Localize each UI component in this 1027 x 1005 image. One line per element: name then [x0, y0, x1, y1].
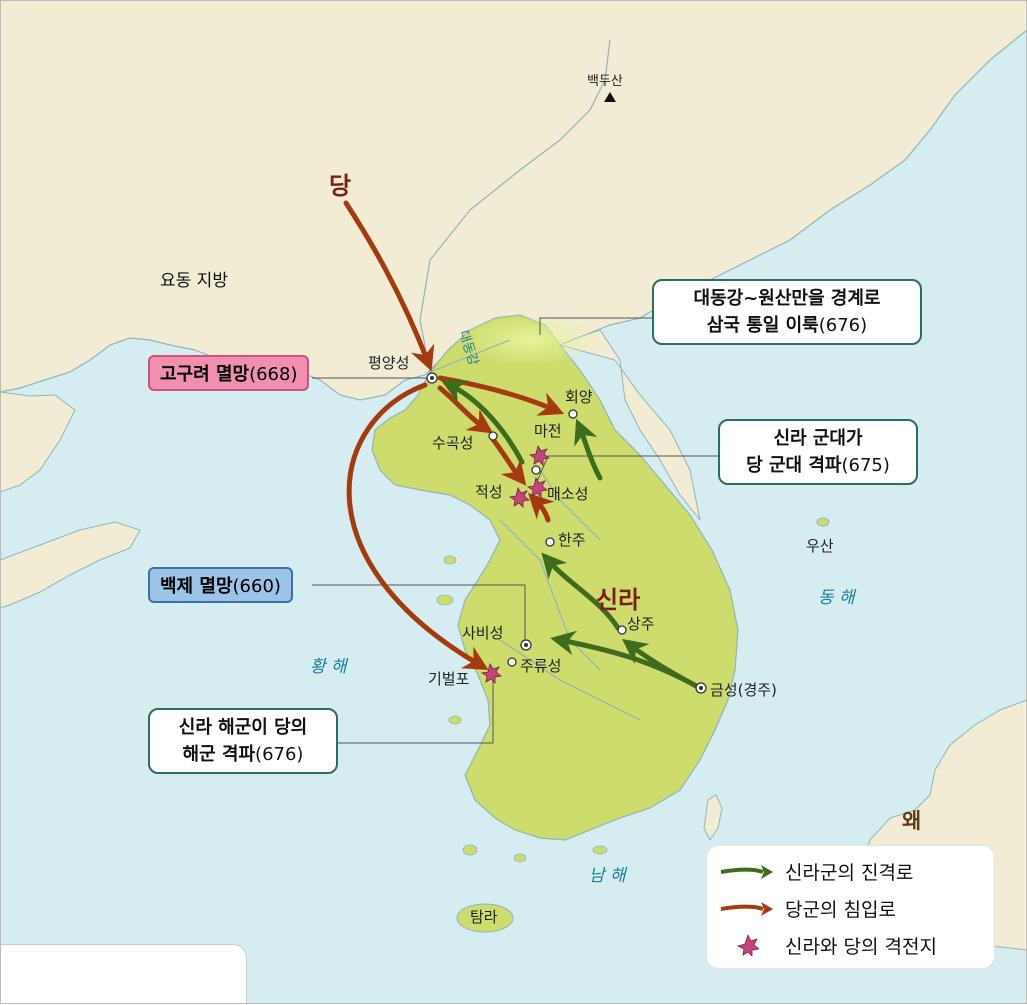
goguryeo-fall-callout: 고구려 멸망(668) — [148, 355, 310, 391]
label-east-sea: 동 해 — [818, 588, 855, 608]
label-wae: 왜 — [902, 809, 922, 833]
capital-dots — [430, 376, 703, 690]
maesoseong-battle-callout: 신라 군대가 당 군대 격파(675) — [718, 419, 918, 485]
legend-silla-route: 신라군의 진격로 — [785, 862, 914, 884]
tang-invasion-routes — [343, 200, 565, 671]
legend-battle-icon — [737, 934, 759, 956]
label-majeon: 마전 — [534, 422, 562, 440]
label-baekdu: 백두산 — [587, 74, 623, 89]
legend-tang-arrow-icon — [720, 902, 773, 916]
label-usan: 우산 — [806, 537, 834, 555]
label-tang: 당 — [329, 172, 352, 200]
label-suggokseong: 수곡성 — [432, 434, 474, 452]
legend: 신라군의 진격로 당군의 침입로 신라와 당의 격전지 — [707, 846, 994, 968]
tsushima — [703, 794, 723, 841]
label-geumseong: 금성(경주) — [710, 681, 777, 699]
legend-silla-arrow-icon — [720, 865, 773, 879]
label-tamna: 탐라 — [470, 908, 498, 926]
goguryeo-fall-name: 고구려 멸망 — [160, 364, 250, 385]
border-callout-line2: 삼국 통일 이룩(676) — [706, 315, 868, 336]
west-coast-islands — [436, 555, 608, 863]
baekje-fall-year: (660) — [232, 576, 281, 597]
gibeolpo-callout-line1: 신라 해군이 당의 — [178, 717, 308, 738]
baekje-fall-callout: 백제 멸망(660) — [148, 567, 293, 603]
label-pyongyang: 평양성 — [368, 354, 410, 372]
border-unification-callout: 대동강~원산만을 경계로 삼국 통일 이룩(676) — [652, 279, 922, 345]
maesoseong-callout-line1: 신라 군대가 — [773, 428, 863, 449]
label-hoeyang: 회양 — [565, 388, 593, 406]
silla-advance-routes — [441, 380, 703, 691]
tamna-island — [456, 903, 514, 933]
legend-tang-route: 당군의 침입로 — [785, 899, 896, 921]
liaodong-coast — [0, 391, 76, 493]
maesoseong-callout-line2: 당 군대 격파(675) — [746, 455, 890, 476]
label-yellow-sea: 황 해 — [310, 657, 347, 677]
corner-tab — [0, 944, 247, 1005]
baekje-fall-name: 백제 멸망 — [160, 576, 233, 597]
mountain-icon — [604, 92, 616, 102]
label-liaodong: 요동 지방 — [160, 271, 228, 291]
shandong — [0, 521, 141, 609]
border-glow — [460, 314, 600, 366]
label-jeokseong: 적성 — [475, 483, 503, 501]
goguryeo-fall-year: (668) — [249, 364, 298, 385]
gibeolpo-callout-line2: 해군 격파(676) — [182, 744, 304, 765]
label-sangju: 상주 — [627, 615, 655, 633]
label-juryuseong: 주류성 — [520, 657, 562, 675]
label-maesoseong: 매소성 — [547, 485, 589, 503]
border-callout-line1: 대동강~원산만을 경계로 — [693, 288, 881, 309]
label-sabiseong: 사비성 — [462, 624, 504, 642]
label-south-sea: 남 해 — [589, 866, 626, 886]
label-silla: 신라 — [596, 586, 641, 614]
label-gibeolpo: 기벌포 — [428, 670, 470, 688]
legend-battle: 신라와 당의 격전지 — [785, 936, 937, 958]
usan-island — [816, 517, 830, 527]
label-hanju: 한주 — [558, 531, 586, 549]
battle-markers — [480, 444, 550, 684]
north-korea-land — [558, 329, 701, 521]
gibeolpo-battle-callout: 신라 해군이 당의 해군 격파(676) — [148, 708, 338, 774]
